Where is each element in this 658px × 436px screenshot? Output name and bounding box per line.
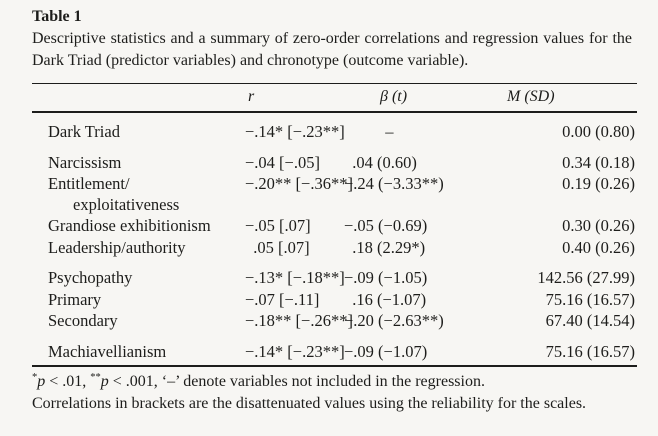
r-value: −.20** [−.36**] <box>245 174 353 193</box>
r-value: −.04 [−.05] <box>245 152 320 172</box>
column-header-variable <box>32 83 245 113</box>
beta-value: .18 (2.29*) <box>344 237 426 257</box>
m-sd-value: 0.00 (0.80) <box>562 122 635 141</box>
row-label: Grandiose exhibitionism <box>48 216 211 235</box>
table-title: Table 1 <box>32 8 82 25</box>
scanned-paper-page: Table 1 Descriptive statistics and a sum… <box>32 8 637 414</box>
table-row: Machiavellianism −.14* [−.23**] −.09 (−1… <box>32 332 637 367</box>
footnote-text-segment: < .001, ‘–’ denote variables not include… <box>108 373 485 390</box>
table-row: Primary −.07 [−.11] .16 (−1.07) 75.16 (1… <box>32 289 637 311</box>
table-row: Dark Triad −.14* [−.23**] – 0.00 (0.80) <box>32 112 637 143</box>
beta-value: −.09 (−1.07) <box>344 341 428 361</box>
p-symbol: p <box>100 373 109 390</box>
beta-value: .16 (−1.07) <box>344 289 427 309</box>
row-label: Entitlement/ exploitativeness <box>32 173 245 215</box>
table-header-row: r β (t) M (SD) <box>32 83 637 113</box>
row-label: Narcissism <box>48 152 122 172</box>
m-sd-value: 75.16 (16.57) <box>545 289 635 309</box>
beta-value: .04 (0.60) <box>344 152 417 172</box>
footnote-brackets-explanation: Correlations in brackets are the disatte… <box>32 394 587 412</box>
m-sd-value: 0.40 (0.26) <box>562 237 635 257</box>
m-sd-value: 142.56 (27.99) <box>537 268 635 287</box>
table-row: Narcissism −.04 [−.05] .04 (0.60) 0.34 (… <box>32 143 637 174</box>
r-value: .05 [.07] <box>245 237 310 257</box>
beta-value: −.09 (−1.05) <box>344 268 428 287</box>
table-row: Secondary −.18** [−.26**] −.20 (−2.63**)… <box>32 310 637 332</box>
row-label: Primary <box>48 289 102 309</box>
footnote-text-segment: < .01, <box>45 373 91 390</box>
m-sd-value: 75.16 (16.57) <box>545 341 635 361</box>
row-label-line2: exploitativeness <box>73 194 180 214</box>
table-row: Psychopathy −.13* [−.18**] −.09 (−1.05) … <box>32 258 637 289</box>
footnote-significance: *p < .01, **p < .001, ‘–’ denote variabl… <box>32 371 637 393</box>
r-value: −.14* [−.23**] <box>245 122 345 141</box>
m-sd-value: 0.34 (0.18) <box>562 152 635 172</box>
row-label: Dark Triad <box>48 122 120 141</box>
r-value: −.05 [.07] <box>245 216 311 235</box>
m-sd-value: 0.19 (0.26) <box>562 174 635 193</box>
beta-value: – <box>344 122 394 141</box>
double-asterisk-note: ** <box>90 372 101 383</box>
table-row: Leadership/authority .05 [.07] .18 (2.29… <box>32 237 637 259</box>
table-footnotes: *p < .01, **p < .001, ‘–’ denote variabl… <box>32 371 637 414</box>
m-sd-value: 67.40 (14.54) <box>545 311 635 330</box>
r-value: −.18** [−.26**] <box>245 311 353 330</box>
m-sd-value: 0.30 (0.26) <box>562 216 635 235</box>
r-value: −.14* [−.23**] <box>245 341 345 361</box>
row-label: Psychopathy <box>48 268 133 287</box>
p-symbol: p <box>37 373 46 390</box>
row-label: Leadership/authority <box>48 237 186 257</box>
table-row: Entitlement/ exploitativeness −.20** [−.… <box>32 173 637 215</box>
asterisk-note: * <box>32 372 38 383</box>
r-value: −.07 [−.11] <box>245 289 320 309</box>
r-value: −.13* [−.18**] <box>245 268 345 287</box>
beta-value: −.20 (−2.63**) <box>344 311 444 330</box>
beta-value: −.24 (−3.33**) <box>344 174 444 193</box>
row-label: Machiavellianism <box>48 341 167 361</box>
statistics-table: r β (t) M (SD) Dark Triad −.14* [−.23**]… <box>32 83 637 367</box>
column-header-m-sd: M (SD) <box>475 83 637 113</box>
row-label-line1: Entitlement/ <box>48 174 130 193</box>
table-row: Grandiose exhibitionism −.05 [.07] −.05 … <box>32 215 637 237</box>
beta-value: −.05 (−0.69) <box>344 216 428 235</box>
column-header-r: r <box>245 83 344 113</box>
row-label: Secondary <box>48 311 118 330</box>
table-caption: Descriptive statistics and a summary of … <box>32 30 632 69</box>
column-header-beta-t: β (t) <box>344 83 475 113</box>
